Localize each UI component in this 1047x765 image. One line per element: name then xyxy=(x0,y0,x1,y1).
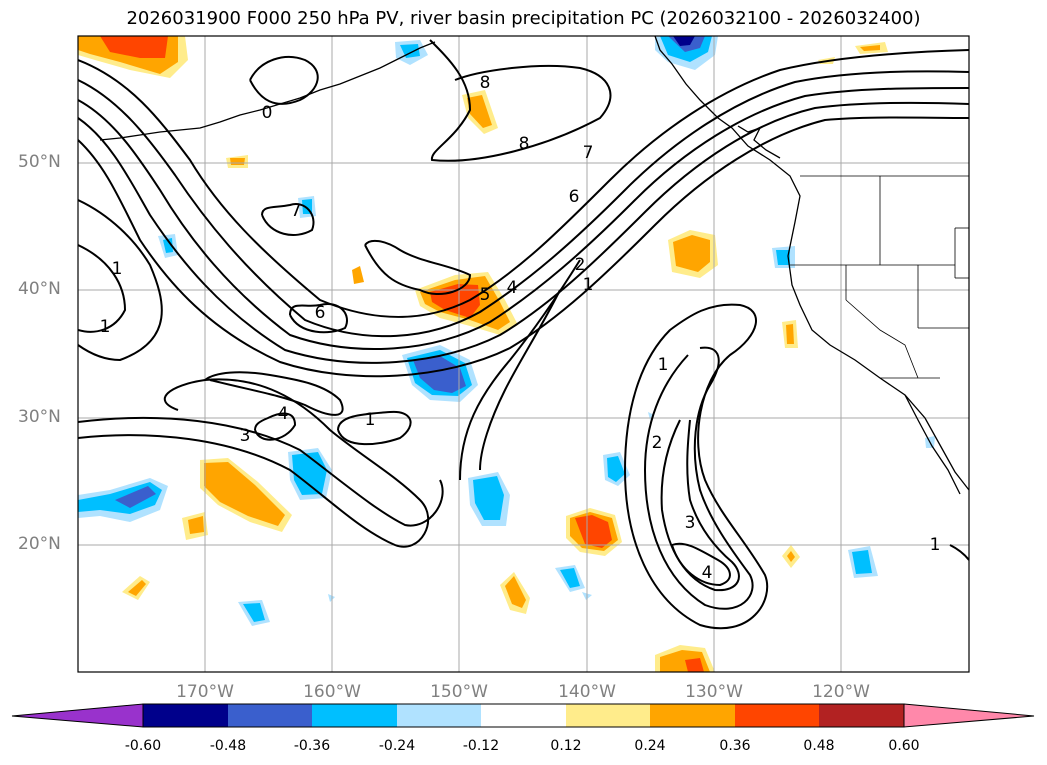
contour-label: 1 xyxy=(365,410,376,430)
colorbar-max-extend xyxy=(903,703,1035,728)
contour-label: 1 xyxy=(583,275,594,295)
precip-positive-region xyxy=(230,158,245,165)
colorbar xyxy=(11,703,1035,728)
gridlines xyxy=(78,36,969,672)
colorbar-min-extend xyxy=(11,703,144,728)
colorbar-segment xyxy=(312,704,397,727)
precip-negative-region xyxy=(400,44,420,58)
state-borders xyxy=(790,175,969,379)
precip-negative-region xyxy=(413,356,466,393)
contour-label: 7 xyxy=(291,201,302,221)
precip-positive-region xyxy=(100,36,168,58)
colorbar-segment xyxy=(819,704,904,727)
contour-label: 8 xyxy=(480,73,491,93)
colorbar-segment xyxy=(566,704,650,727)
contour-label: 1 xyxy=(100,317,111,337)
colorbar-segment xyxy=(650,704,735,727)
colorbar-segment xyxy=(228,704,312,727)
colorbar-tick-label: 0.60 xyxy=(888,738,920,754)
pv-contours xyxy=(78,39,969,630)
precip-positive-region xyxy=(352,266,364,284)
colorbar-tick-label: -0.60 xyxy=(124,738,162,754)
precip-negative-region xyxy=(852,550,872,574)
contour-label: 2 xyxy=(652,433,663,453)
precip-negative-region xyxy=(776,250,790,265)
precip-negative-region xyxy=(163,238,173,253)
colorbar-segment xyxy=(397,704,481,727)
longitude-label: 120°W xyxy=(812,682,870,702)
contour-label: 6 xyxy=(315,303,326,323)
coastlines xyxy=(99,36,969,495)
colorbar-tick-label: -0.24 xyxy=(378,738,416,754)
contour-label: 4 xyxy=(507,278,518,298)
contour-label: 1 xyxy=(658,355,669,375)
longitude-label: 160°W xyxy=(303,682,361,702)
colorbar-tick-label: -0.48 xyxy=(209,738,247,754)
precip-positive-region xyxy=(188,516,204,534)
latitude-label: 50°N xyxy=(18,152,61,172)
contour-label: 7 xyxy=(583,143,594,163)
colorbar-tick-label: 0.48 xyxy=(803,738,835,754)
precip-negative-region xyxy=(673,36,695,46)
plot-frame xyxy=(77,35,970,673)
contour-label-group: 1 1 1 1 1 1 2 2 3 3 4 4 4 5 6 6 7 7 8 8 … xyxy=(100,73,941,583)
contour-label: 5 xyxy=(480,285,491,305)
longitude-label: 130°W xyxy=(685,682,743,702)
contour-label: 0 xyxy=(262,103,273,123)
longitude-label: 140°W xyxy=(558,682,616,702)
precip-negative-region xyxy=(607,456,625,482)
contour-label: 8 xyxy=(519,134,530,154)
precip-positive-region xyxy=(505,576,526,608)
colorbar-tick-label: -0.36 xyxy=(293,738,331,754)
latitude-label: 30°N xyxy=(18,407,61,427)
latitude-label: 20°N xyxy=(18,534,61,554)
longitude-label: 150°W xyxy=(430,682,488,702)
colorbar-tick-label: 0.24 xyxy=(634,738,666,754)
colorbar-tick-label: 0.36 xyxy=(719,738,751,754)
precip-positive-region xyxy=(128,580,146,596)
precip-positive-region xyxy=(860,45,880,51)
contour-label: 1 xyxy=(930,535,941,555)
map-title: 2026031900 F000 250 hPa PV, river basin … xyxy=(126,8,921,29)
colorbar-segment xyxy=(735,704,819,727)
contour-label: 2 xyxy=(575,255,586,275)
precip-positive-region xyxy=(685,658,704,672)
latitude-label: 40°N xyxy=(18,279,61,299)
contour-label: 6 xyxy=(569,187,580,207)
precip-positive-region xyxy=(204,462,285,526)
precip-shading xyxy=(78,36,935,672)
precip-negative-region xyxy=(243,603,265,622)
colorbar-frame xyxy=(142,703,905,728)
colorbar-segment xyxy=(481,704,566,727)
longitude-label: 170°W xyxy=(176,682,234,702)
colorbar-tick-label: 0.12 xyxy=(550,738,582,754)
precip-positive-region xyxy=(786,324,794,344)
precip-positive-region xyxy=(430,284,480,318)
precip-positive-region xyxy=(787,551,795,562)
precip-negative-region xyxy=(115,486,156,508)
contour-label: 4 xyxy=(278,404,289,424)
precip-positive-region xyxy=(673,235,710,272)
contour-label: 4 xyxy=(702,563,713,583)
contour-label: 3 xyxy=(685,513,696,533)
contour-label: 3 xyxy=(240,426,251,446)
precip-negative-region xyxy=(473,476,504,520)
contour-label: 1 xyxy=(112,259,123,279)
precip-positive-region xyxy=(467,95,492,128)
precip-positive-region xyxy=(575,515,612,548)
precip-negative-region xyxy=(560,568,580,588)
colorbar-segment xyxy=(143,704,228,727)
colorbar-tick-label: -0.12 xyxy=(462,738,500,754)
